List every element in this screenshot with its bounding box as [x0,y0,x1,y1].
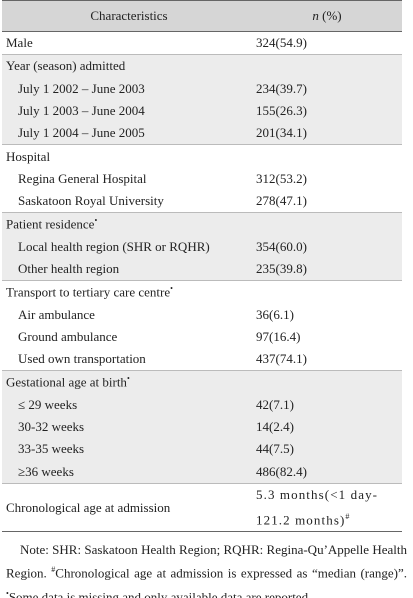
group-label: Gestational age at birth• [2,370,256,394]
footnote-mark: • [170,284,173,294]
value-text: 324(54.9) [256,35,307,51]
group-label: Transport to tertiary care centre• [2,280,256,304]
row: July 1 2002 – June 2003 234(39.7) [2,77,402,100]
row-label: July 1 2004 – June 2005 [2,122,256,145]
footnote-mark: # [345,511,351,521]
table: Characteristics n (%) Male 324(54.9) Year … [2,0,402,533]
row: July 1 2004 – June 2005 201(34.1) [2,122,402,145]
row-label: July 1 2003 – June 2004 [2,99,256,123]
row: Used own transportation 437(74.1) [2,348,402,371]
row-label: Local health region (SHR or RQHR) [2,235,256,258]
row-value: 36(6.1) [256,306,294,322]
group-value [256,370,402,394]
group-label-text: Transport to tertiary care centre [6,284,171,300]
footnote-mark: • [126,374,130,384]
header-cell: n (%) [256,0,402,32]
note-text: Chronological age at admission is expres… [55,565,408,581]
group-value: 5.3 months(<1 day-121.2 months)# [256,482,402,533]
row: Other health region 235(39.8) [2,257,402,281]
group-label: Hospital [2,144,256,168]
group-label-text: Year (season) admitted [6,58,126,74]
group-row: Chronological age at admission 5.3 months… [2,482,402,533]
group-label: Patient residence• [2,212,256,236]
row-value: 44(7.5) [256,438,402,461]
header-row: Characteristics n (%) [2,0,402,32]
row-value: 278(47.1) [256,193,307,209]
row-value: 42(7.1) [256,393,402,417]
group-label-text: Gestational age at birth [6,374,127,390]
row: ≥36 weeks 486(82.4) [2,460,402,484]
row: Local health region (SHR or RQHR) 354(60.… [2,235,402,258]
header-cell: Characteristics [2,0,256,32]
row: Regina General Hospital 312(53.2) [2,168,402,190]
group-label-text: Male [6,35,33,51]
group-row: Hospital [2,144,402,168]
header-n: n [312,8,319,23]
group-row: Male 324(54.9) [2,30,402,55]
group-value: 324(54.9) [256,30,402,55]
footnote-mark: # [51,565,56,575]
row-label: Air ambulance [18,306,95,322]
group-value [256,280,402,304]
note: Note: SHR: Saskatoon Health Region; RQHR… [6,540,407,598]
note-text: Some data is missing and only available … [8,588,312,598]
row: Ground ambulance 97(16.4) [2,326,402,348]
row-value: 97(16.4) [256,329,301,344]
group-label: Chronological age at admission [2,482,256,533]
row-value: 354(60.0) [256,235,402,258]
group-value [256,212,402,236]
group-row: Year (season) admitted [2,54,402,78]
group-row: Transport to tertiary care centre• [2,280,402,304]
row-value: 312(53.2) [256,170,307,186]
row-label: ≤ 29 weeks [2,393,256,417]
row: Saskatoon Royal University 278(47.1) [2,190,402,213]
header-percent: (%) [322,8,342,23]
row-value: 234(39.7) [256,77,402,100]
group-label-text: Chronological age at admission [6,499,171,515]
row-label: 30-32 weeks [2,416,256,439]
row-value: 486(82.4) [256,460,402,484]
row-value: 155(26.3) [256,99,402,123]
row-value: 201(34.1) [256,122,402,145]
row-label: Regina General Hospital [18,170,147,186]
row-label: ≥36 weeks [2,460,256,484]
group-value [256,144,402,168]
row: 33-35 weeks 44(7.5) [2,438,402,461]
row-label: Ground ambulance [18,329,118,344]
group-label-text: Hospital [6,148,51,164]
note-text: Note: SHR: Saskatoon Health Region; RQHR… [6,542,407,581]
group-label: Male [2,30,256,55]
row-label: July 1 2002 – June 2003 [2,77,256,100]
group-label: Year (season) admitted [2,54,256,78]
group-row: Patient residence• [2,212,402,236]
row-label: Used own transportation [18,351,146,367]
row-value: 235(39.8) [256,257,402,281]
row-label: 33-35 weeks [2,438,256,461]
value-text: 5.3 months(<1 day-121.2 months) [256,486,379,528]
footnote-mark: • [6,588,9,598]
group-row: Gestational age at birth• [2,370,402,394]
footnote-mark: • [94,216,98,226]
row-value: 14(2.4) [256,416,402,439]
row-value: 437(74.1) [256,351,307,367]
row: ≤ 29 weeks 42(7.1) [2,393,402,417]
group-value [256,54,402,78]
row: 30-32 weeks 14(2.4) [2,416,402,439]
row: July 1 2003 – June 2004 155(26.3) [2,99,402,123]
group-label-text: Patient residence [6,216,95,232]
row: Air ambulance 36(6.1) [2,304,402,326]
row-label: Other health region [2,257,256,281]
row-label: Saskatoon Royal University [18,193,164,209]
